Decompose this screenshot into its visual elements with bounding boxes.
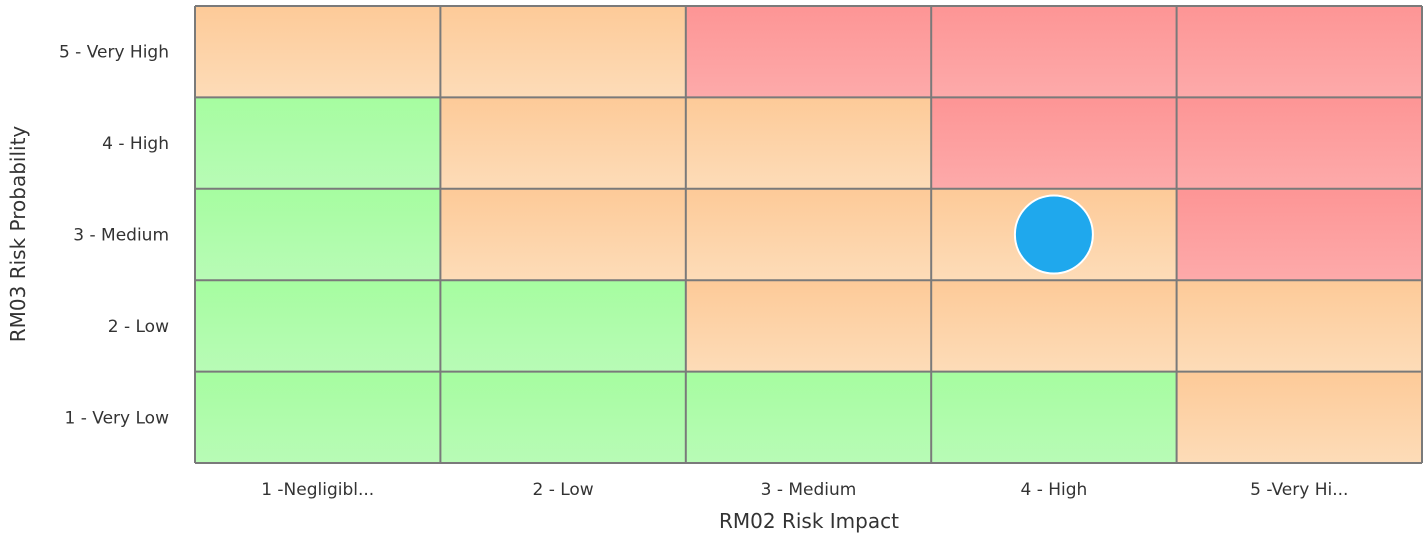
heatmap-cell: [195, 280, 441, 372]
heatmap-cell: [440, 280, 686, 372]
heatmap-cells: [195, 6, 1422, 463]
risk-point[interactable]: [1013, 194, 1094, 275]
y-axis-ticks: 1 - Very Low 2 - Low 3 - Medium 4 - High 5 -…: [59, 43, 169, 429]
x-axis-ticks: 1 -Negligibl... 2 - Low 3 - Medium 4 - High…: [261, 480, 1348, 500]
heatmap-cell: [931, 371, 1177, 463]
x-axis-title: RM02 Risk Impact: [719, 509, 899, 533]
y-tick-label: 4 - High: [102, 134, 169, 154]
heatmap-cell: [195, 97, 441, 189]
heatmap-cell: [195, 6, 441, 98]
heatmap-cell: [931, 6, 1177, 98]
heatmap-cell: [1176, 6, 1422, 98]
x-tick-label: 1 -Negligibl...: [261, 480, 374, 500]
heatmap-cell: [685, 371, 932, 463]
heatmap-cell: [1176, 188, 1422, 281]
heatmap-cell: [685, 188, 932, 281]
heatmap-cell: [195, 188, 441, 281]
heatmap-cell: [1176, 280, 1422, 372]
heatmap-cell: [1176, 97, 1422, 189]
heatmap-cell: [195, 371, 441, 463]
heatmap-cell: [685, 280, 932, 372]
x-tick-label: 4 - High: [1020, 480, 1087, 500]
heatmap-grid: [194, 5, 1423, 464]
heatmap-cell: [931, 280, 1177, 372]
y-tick-label: 2 - Low: [108, 317, 169, 337]
y-tick-label: 5 - Very High: [59, 43, 169, 63]
x-tick-label: 2 - Low: [532, 480, 593, 500]
y-axis-title: RM03 Risk Probability: [6, 126, 30, 343]
y-tick-label: 1 - Very Low: [65, 408, 170, 428]
heatmap-cell: [440, 371, 686, 463]
heatmap-cell: [440, 6, 686, 98]
heatmap-cell: [1176, 371, 1422, 463]
x-tick-label: 3 - Medium: [761, 480, 857, 500]
heatmap-cell: [440, 97, 686, 189]
heatmap-cell: [931, 97, 1177, 189]
heatmap-cell: [685, 6, 932, 98]
x-tick-label: 5 -Very Hi...: [1250, 480, 1348, 500]
heatmap-cell: [685, 97, 932, 189]
risk-points: [1013, 194, 1094, 275]
y-tick-label: 3 - Medium: [73, 226, 169, 246]
heatmap-cell: [440, 188, 686, 281]
